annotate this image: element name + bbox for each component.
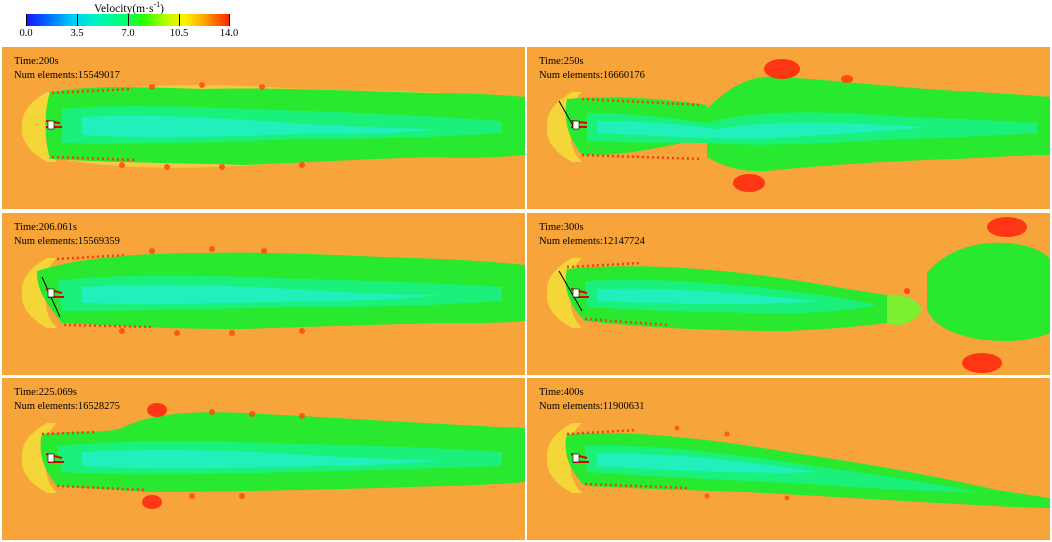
colorbar-tick-label: 7.0: [121, 28, 135, 39]
num-elements-label: Num elements:16528275: [14, 401, 120, 412]
panel-info-text: Time:300s Num elements:12147724: [539, 221, 645, 249]
num-elements-label: Num elements:11900631: [539, 401, 645, 412]
simulation-panel-4: Time:300s Num elements:12147724: [527, 213, 1050, 375]
velocity-field-image: [2, 47, 525, 209]
colorbar-tick-label: 3.5: [70, 28, 84, 39]
time-label: Time:250s: [539, 56, 584, 67]
simulation-panel-2: Time:250s Num elements:16660176: [527, 47, 1050, 209]
velocity-field-image: [2, 378, 525, 540]
num-elements-label: Num elements:12147724: [539, 236, 645, 247]
simulation-panel-6: Time:400s Num elements:11900631: [527, 378, 1050, 540]
velocity-field-image: [527, 213, 1050, 375]
velocity-colorbar-legend: Velocity(m·s-1) 0.0 3.5 7.0 10.5 14.0: [0, 0, 250, 42]
num-elements-label: Num elements:15569359: [14, 236, 120, 247]
time-label: Time:200s: [14, 56, 59, 67]
panel-info-text: Time:206.061s Num elements:15569359: [14, 221, 120, 249]
colorbar-tick-label: 14.0: [219, 28, 239, 39]
colorbar-tick-label: 0.0: [19, 28, 33, 39]
time-label: Time:300s: [539, 222, 584, 233]
velocity-field-image: [527, 378, 1050, 540]
panel-info-text: Time:400s Num elements:11900631: [539, 386, 644, 414]
num-elements-label: Num elements:16660176: [539, 70, 645, 81]
colorbar-tick: [179, 14, 180, 26]
simulation-panel-3: Time:206.061s Num elements:15569359: [2, 213, 525, 375]
colorbar-tick: [229, 14, 230, 26]
panel-info-text: Time:200s Num elements:15549017: [14, 55, 120, 83]
panel-info-text: Time:225.069s Num elements:16528275: [14, 386, 120, 414]
time-label: Time:225.069s: [14, 387, 77, 398]
time-label: Time:400s: [539, 387, 584, 398]
colorbar-title: Velocity(m·s-1): [94, 0, 164, 15]
time-label: Time:206.061s: [14, 222, 77, 233]
simulation-panel-5: Time:225.069s Num elements:16528275: [2, 378, 525, 540]
num-elements-label: Num elements:15549017: [14, 70, 120, 81]
colorbar-tick: [77, 14, 78, 26]
colorbar-tick: [26, 14, 27, 26]
velocity-field-image: [2, 213, 525, 375]
velocity-field-image: [527, 47, 1050, 209]
panel-info-text: Time:250s Num elements:16660176: [539, 55, 645, 83]
colorbar-tick-label: 10.5: [169, 28, 189, 39]
simulation-panel-1: Time:200s Num elements:15549017: [2, 47, 525, 209]
colorbar-tick: [128, 14, 129, 26]
